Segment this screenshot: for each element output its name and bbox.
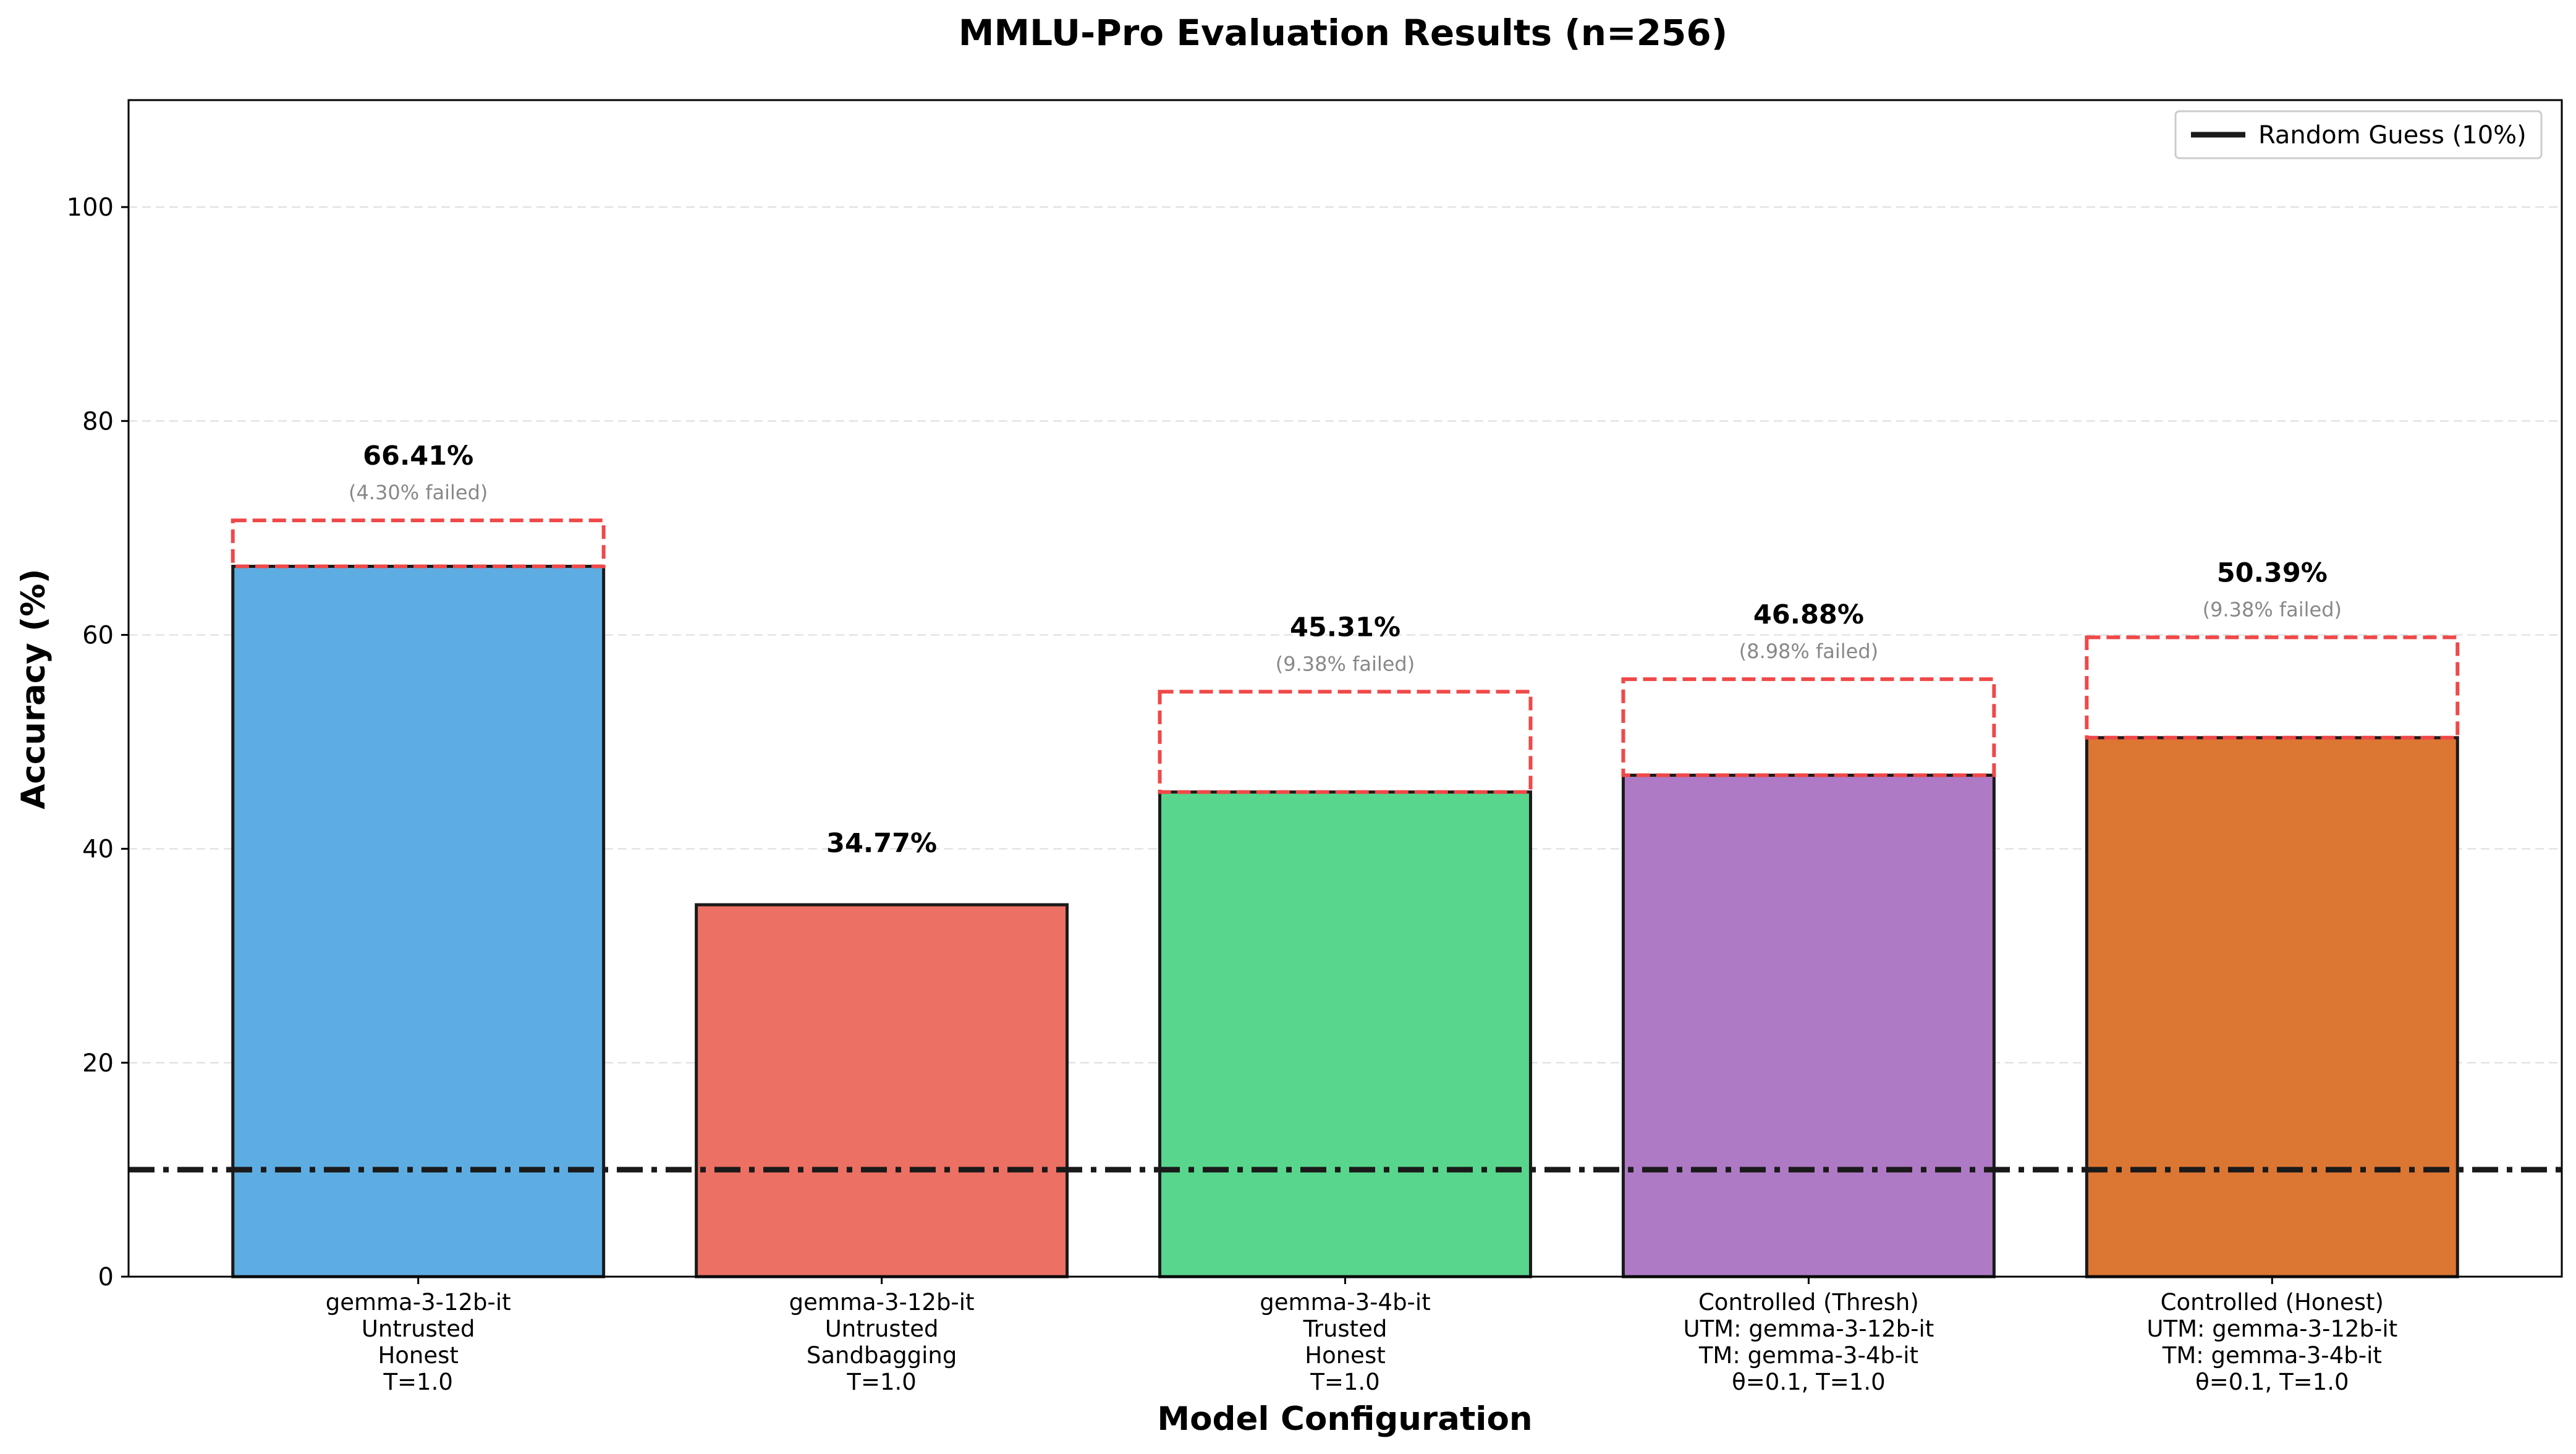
- y-tick-label: 80: [82, 407, 114, 436]
- x-tick-label: T=1.0: [846, 1369, 916, 1395]
- x-tick-label: UTM: gemma-3-12b-it: [1684, 1316, 1934, 1342]
- failed-label: (9.38% failed): [1276, 652, 1415, 675]
- y-tick-label: 40: [82, 835, 114, 864]
- x-tick-label: Untrusted: [362, 1316, 475, 1342]
- failed-segment: [1621, 677, 1996, 777]
- bar: [231, 565, 606, 1279]
- bar-labels: 66.41%(4.30% failed)gemma-3-12b-itUntrus…: [326, 441, 2398, 1395]
- x-tick-label: gemma-3-12b-it: [326, 1289, 511, 1316]
- x-tick-label: TM: gemma-3-4b-it: [2162, 1342, 2382, 1369]
- failed-label: (8.98% failed): [1739, 640, 1878, 663]
- legend: Random Guess (10%): [2174, 110, 2543, 159]
- value-label: 66.41%: [363, 441, 473, 471]
- value-label: 50.39%: [2217, 557, 2328, 588]
- bar: [1621, 774, 1996, 1279]
- x-tick-label: Untrusted: [825, 1316, 939, 1342]
- x-tick-label: T=1.0: [1310, 1369, 1379, 1395]
- y-axis-label: Accuracy (%): [15, 568, 53, 809]
- x-axis-label: Model Configuration: [1157, 1400, 1532, 1438]
- x-tick-label: gemma-3-12b-it: [789, 1289, 975, 1316]
- value-label: 34.77%: [826, 828, 937, 859]
- plot-frame: [127, 99, 2563, 1278]
- x-tick-label: Trusted: [1303, 1316, 1388, 1342]
- value-label: 46.88%: [1753, 599, 1864, 630]
- value-label: 45.31%: [1290, 612, 1400, 643]
- axes: 0 20 40 60 80 100: [67, 99, 2563, 1291]
- bar: [1158, 790, 1532, 1279]
- bars: [231, 518, 2460, 1279]
- x-tick-label: θ=0.1, T=1.0: [2195, 1369, 2349, 1395]
- y-tick-label: 20: [82, 1049, 114, 1078]
- x-tick-label: θ=0.1, T=1.0: [1732, 1369, 1885, 1395]
- x-tick-label: Sandbagging: [807, 1342, 957, 1369]
- x-tick-label: T=1.0: [383, 1369, 452, 1395]
- legend-entry-random-guess: Random Guess (10%): [2258, 121, 2527, 150]
- failed-label: (4.30% failed): [349, 481, 488, 504]
- failed-label: (9.38% failed): [2203, 598, 2342, 621]
- y-tick-label: 0: [98, 1263, 114, 1291]
- failed-segment: [1158, 690, 1533, 794]
- bar: [2085, 736, 2459, 1279]
- legend-box: [2174, 110, 2543, 159]
- x-tick-label: UTM: gemma-3-12b-it: [2146, 1316, 2397, 1342]
- bar: [695, 903, 1069, 1279]
- x-tick-label: Controlled (Thresh): [1698, 1289, 1919, 1316]
- x-tick-label: TM: gemma-3-4b-it: [1698, 1342, 1918, 1369]
- y-tick-label: 60: [82, 621, 114, 649]
- x-tick-label: Honest: [1305, 1342, 1385, 1369]
- x-tick-label: Controlled (Honest): [2161, 1289, 2384, 1316]
- failed-segment: [2085, 635, 2460, 740]
- chart-title: MMLU-Pro Evaluation Results (n=256): [959, 12, 1728, 54]
- failed-segment: [231, 518, 606, 568]
- x-tick-label: Honest: [378, 1342, 458, 1369]
- y-tick-label: 100: [67, 193, 114, 222]
- x-tick-label: gemma-3-4b-it: [1260, 1289, 1430, 1316]
